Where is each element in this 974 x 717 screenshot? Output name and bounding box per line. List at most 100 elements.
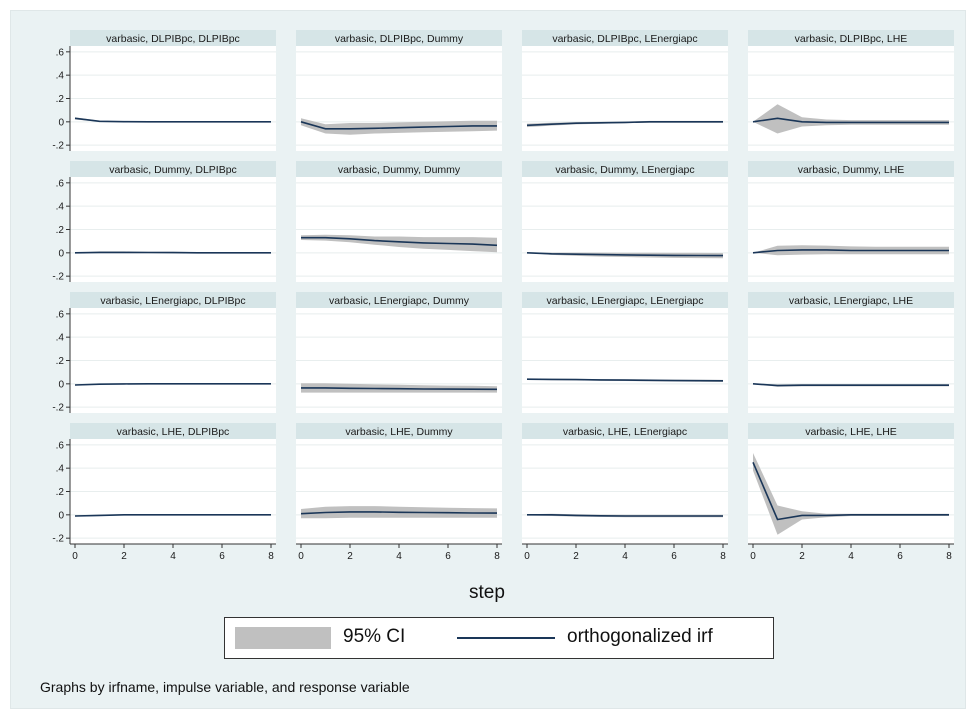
x-tick-label: 2	[347, 551, 353, 562]
panel-header	[748, 292, 954, 308]
y-tick-label: -.2	[52, 141, 64, 152]
irf-line	[74, 117, 271, 123]
x-tick-label: 6	[219, 551, 225, 562]
panel-header	[296, 161, 502, 177]
panel-title: varbasic, Dummy, LHE	[798, 164, 905, 176]
panel: varbasic, LHE, LEnergiapc 0 2 4 6 8	[522, 423, 728, 562]
panel: varbasic, Dummy, LEnergiapc	[522, 161, 728, 282]
x-tick-label: 6	[671, 551, 677, 562]
legend: 95% CI orthogonalized irf	[224, 617, 774, 659]
x-tick-label: 2	[121, 551, 127, 562]
x-tick-label: 0	[298, 551, 304, 562]
y-tick-label: -.2	[52, 272, 64, 283]
x-tick-label: 8	[720, 551, 726, 562]
panel: varbasic, Dummy, Dummy	[296, 161, 502, 282]
panel-header	[748, 423, 954, 439]
panel-title: varbasic, DLPIBpc, LEnergiapc	[552, 33, 697, 45]
panel-header	[296, 292, 502, 308]
panel-header	[522, 161, 728, 177]
panel-title: varbasic, LEnergiapc, DLPIBpc	[100, 295, 245, 307]
irf-line	[752, 117, 949, 124]
panel: varbasic, Dummy, LHE	[748, 161, 954, 282]
panel-header	[70, 30, 276, 46]
irf-line	[300, 121, 497, 130]
panel-header	[522, 423, 728, 439]
irf-line	[526, 121, 723, 127]
x-tick-label: 8	[946, 551, 952, 562]
y-tick-label: .4	[56, 71, 65, 82]
panel-title: varbasic, LHE, LEnergiapc	[563, 426, 687, 438]
y-tick-label: 0	[58, 117, 64, 128]
x-tick-label: 8	[268, 551, 274, 562]
x-tick-label: 4	[396, 551, 402, 562]
y-tick-label: .2	[56, 94, 65, 105]
legend-ci-swatch	[235, 627, 331, 649]
panel: varbasic, LEnergiapc, DLPIBpc -.2 0 .2 .4 .6	[52, 292, 276, 414]
panel-header	[70, 292, 276, 308]
irf-line	[300, 511, 498, 515]
x-tick-label: 0	[750, 551, 756, 562]
y-tick-label: .2	[56, 225, 65, 236]
panel: varbasic, DLPIBpc, DLPIBpc -.2 0 .2 .4 .6	[52, 30, 276, 152]
panel-header	[522, 30, 728, 46]
irf-line	[526, 252, 724, 257]
panel-title: varbasic, LHE, Dummy	[345, 426, 453, 438]
y-tick-label: .6	[56, 47, 65, 58]
irf-line	[74, 513, 271, 517]
y-tick-label: .6	[56, 440, 65, 451]
legend-irf-label: orthogonalized irf	[567, 626, 713, 647]
x-tick-label: 4	[170, 551, 176, 562]
x-tick-label: 6	[445, 551, 451, 562]
legend-irf-line	[457, 637, 555, 639]
irf-line	[74, 382, 271, 386]
y-tick-label: .6	[56, 309, 65, 320]
x-tick-label: 4	[848, 551, 854, 562]
x-tick-label: 4	[622, 551, 628, 562]
panel-header	[296, 30, 502, 46]
panel: varbasic, DLPIBpc, LHE	[748, 30, 954, 151]
x-tick-label: 8	[494, 551, 500, 562]
panel-header	[296, 423, 502, 439]
panel-title: varbasic, LHE, DLPIBpc	[117, 426, 230, 438]
panel: varbasic, LHE, Dummy 0 2 4 6 8	[296, 423, 502, 562]
panel-title: varbasic, Dummy, DLPIBpc	[109, 164, 237, 176]
y-tick-label: -.2	[52, 403, 64, 414]
panel: varbasic, LEnergiapc, LHE	[748, 292, 954, 413]
panel: varbasic, LHE, LHE 0 2 4 6 8	[748, 423, 954, 562]
y-tick-label: .4	[56, 333, 65, 344]
irf-line	[752, 249, 949, 254]
panel-title: varbasic, Dummy, LEnergiapc	[555, 164, 694, 176]
panel-title: varbasic, DLPIBpc, LHE	[795, 33, 908, 45]
irf-line	[527, 513, 723, 517]
panel-header	[70, 423, 276, 439]
panel: varbasic, LEnergiapc, LEnergiapc	[522, 292, 728, 413]
panel-title: varbasic, LHE, LHE	[805, 426, 897, 438]
panel: varbasic, Dummy, DLPIBpc -.2 0 .2 .4 .6	[52, 161, 276, 283]
panel: varbasic, LHE, DLPIBpc -.2 0 .2 .4 .6 0 2 4 6 8	[52, 423, 276, 562]
panel-header	[70, 161, 276, 177]
panel-title: varbasic, DLPIBpc, DLPIBpc	[106, 33, 240, 45]
x-tick-label: 6	[897, 551, 903, 562]
graph-note: Graphs by irfname, impulse variable, and…	[40, 679, 410, 695]
panel: varbasic, DLPIBpc, Dummy	[296, 30, 502, 151]
irf-line	[526, 378, 724, 382]
y-tick-label: .4	[56, 202, 65, 213]
y-tick-label: .2	[56, 487, 65, 498]
x-axis-title: step	[469, 582, 505, 603]
y-tick-label: .2	[56, 356, 65, 367]
panel-title: varbasic, LEnergiapc, LHE	[789, 295, 913, 307]
x-tick-label: 2	[573, 551, 579, 562]
irf-line	[301, 236, 498, 247]
panel-title: varbasic, LEnergiapc, LEnergiapc	[546, 295, 703, 307]
x-tick-label: 0	[524, 551, 530, 562]
panel-header	[748, 161, 954, 177]
y-tick-label: 0	[58, 510, 64, 521]
ci-band	[753, 104, 949, 134]
panel-title: varbasic, DLPIBpc, Dummy	[335, 33, 464, 45]
y-tick-label: -.2	[52, 534, 64, 545]
panel-header	[748, 30, 954, 46]
panel-header	[522, 292, 728, 308]
panel-title: varbasic, LEnergiapc, Dummy	[329, 295, 470, 307]
y-tick-label: .6	[56, 178, 65, 189]
